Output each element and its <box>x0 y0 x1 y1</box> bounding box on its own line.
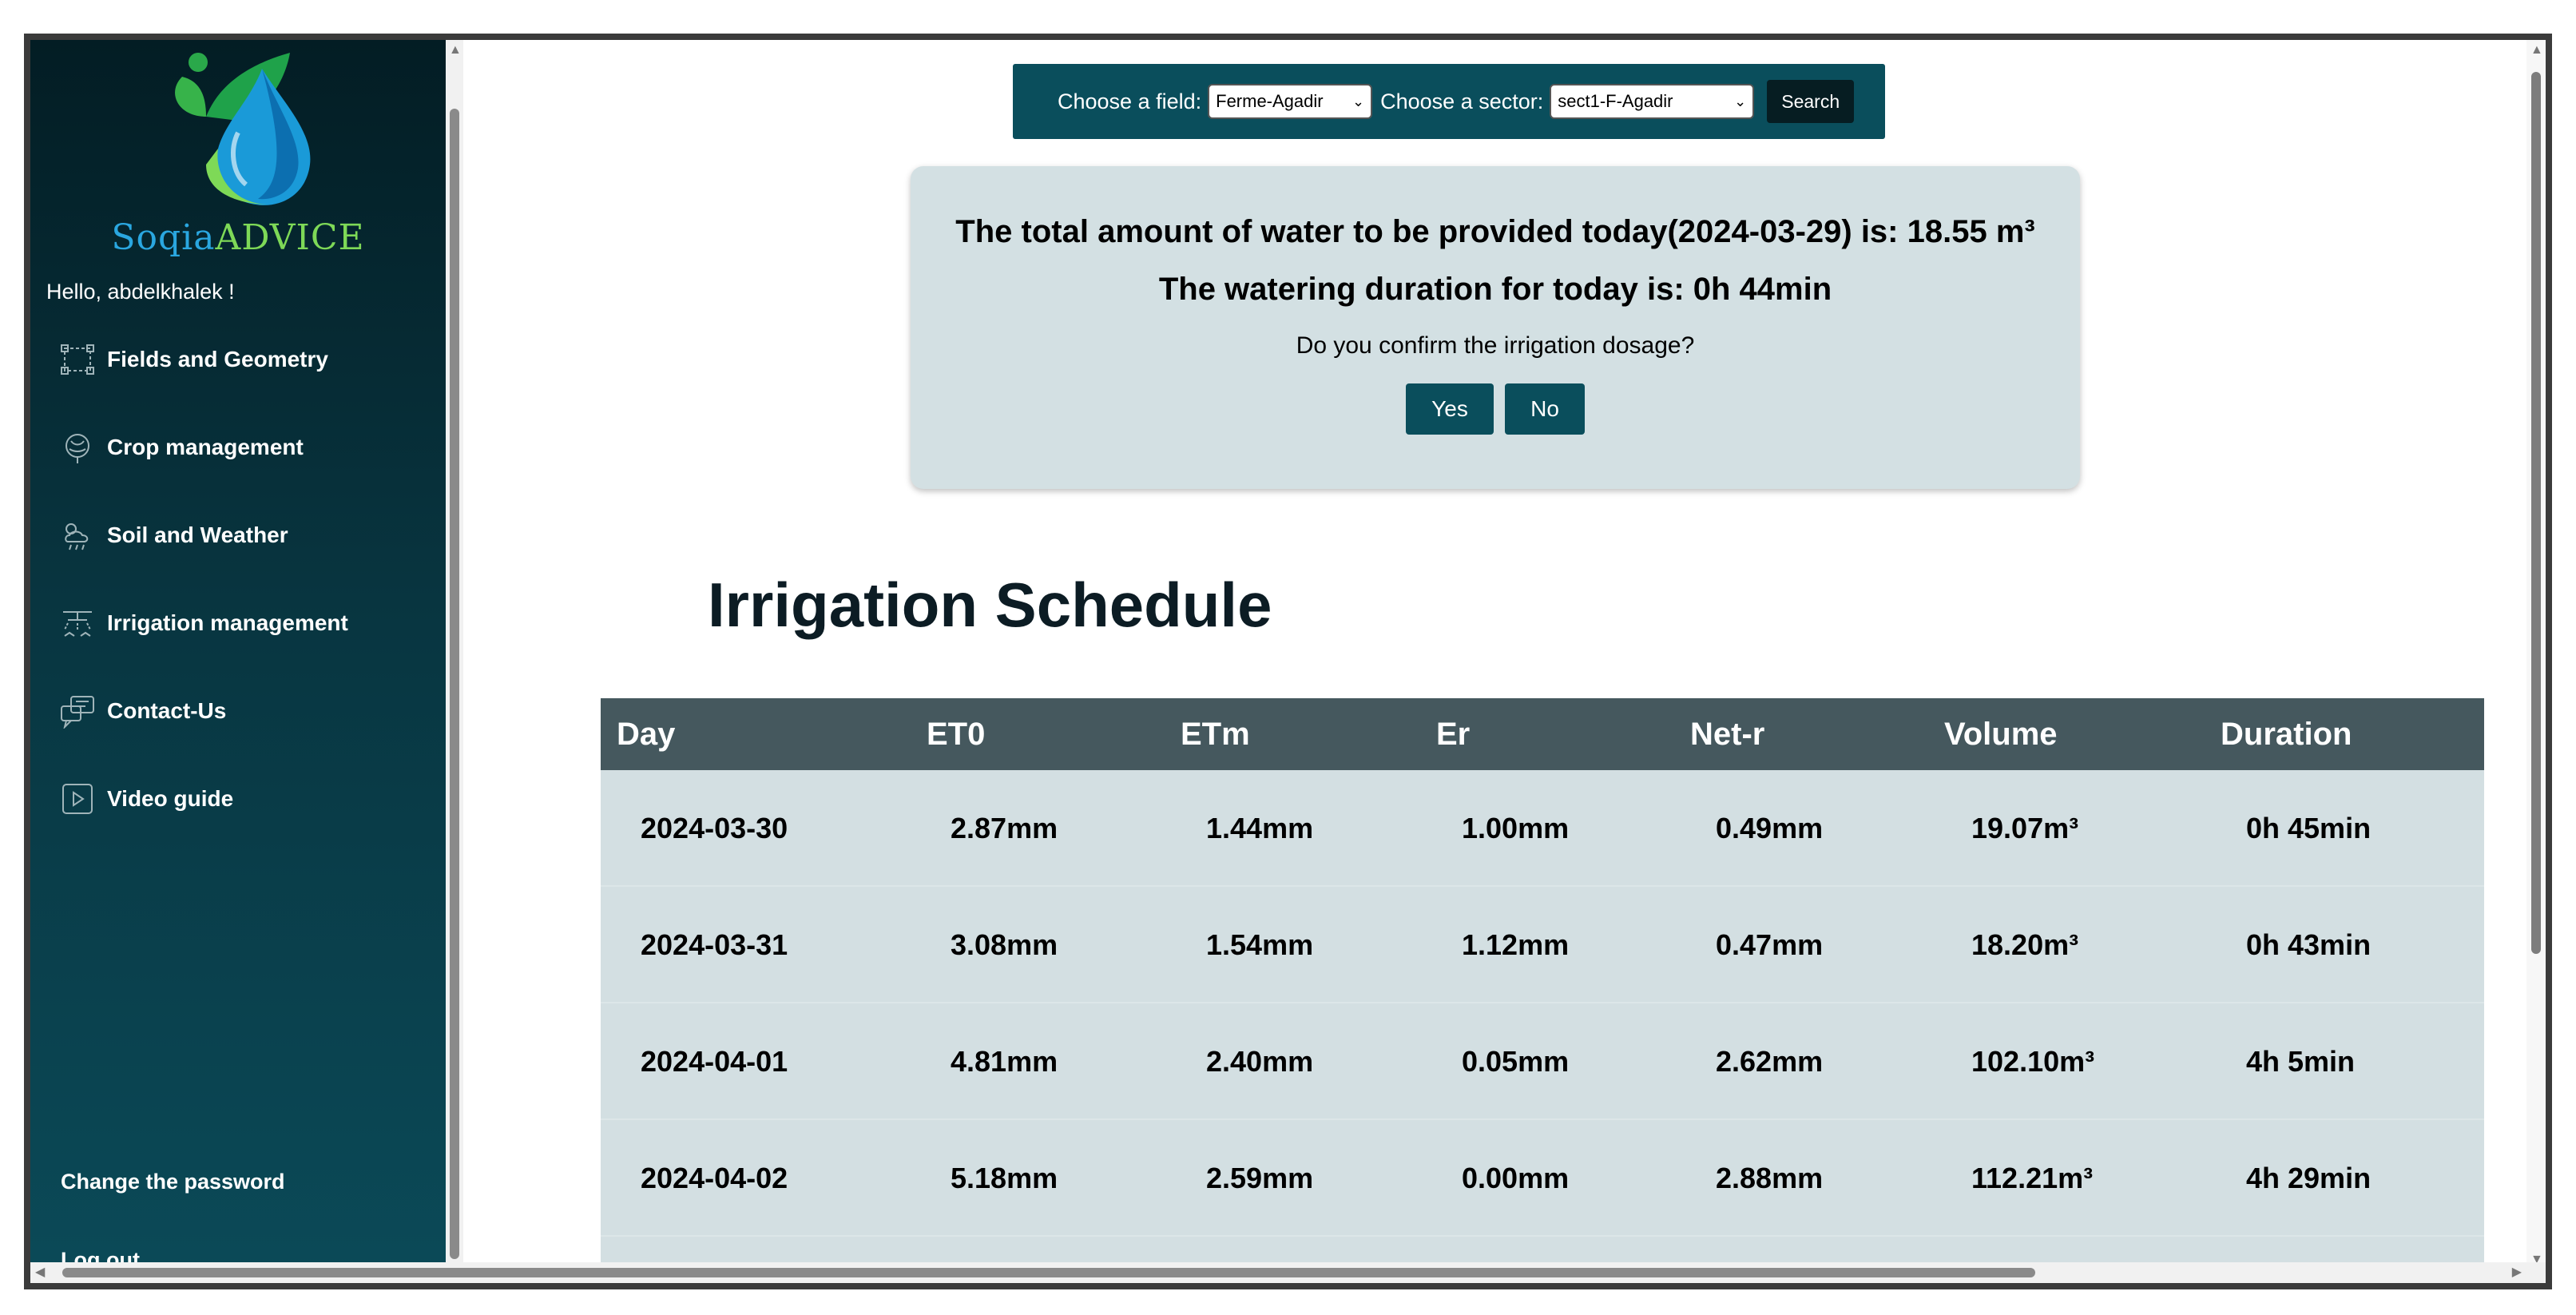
brand-part-1: Soqia <box>111 217 216 258</box>
filter-bar: Choose a field: Ferme-Agadir ⌄ Choose a … <box>1013 64 1885 139</box>
field-select-label: Choose a field: <box>1058 89 1202 113</box>
table-row: 2024-04-01 4.81mm 2.40mm 0.05mm 2.62mm 1… <box>601 1003 2484 1120</box>
column-header-etm: ETm <box>1181 716 1250 752</box>
cell-er: 1.12mm <box>1462 928 1570 961</box>
sidebar-scrollbar[interactable]: ▲ <box>446 40 463 1270</box>
cell-day: 2024-04-02 <box>641 1162 788 1194</box>
yes-button[interactable]: Yes <box>1406 383 1494 435</box>
chevron-down-icon: ⌄ <box>1352 93 1365 109</box>
page-scrollbar[interactable]: ▲ ▼ <box>2526 40 2546 1270</box>
cell-etm: 1.54mm <box>1206 928 1314 961</box>
app-window: SoqiaADVICE Hello, abdelkhalek ! Fields … <box>24 34 2552 1289</box>
sidebar-item-irrigation[interactable]: Irrigation management <box>59 599 348 647</box>
cell-volume: 19.07m³ <box>1971 812 2079 844</box>
cell-day: 2024-03-30 <box>641 812 788 844</box>
cell-et0: 2.87mm <box>951 812 1058 844</box>
sidebar-item-soil-weather[interactable]: Soil and Weather <box>59 511 288 559</box>
horizontal-scrollbar[interactable]: ◀ ▶ <box>30 1262 2546 1283</box>
cell-er: 0.00mm <box>1462 1162 1570 1194</box>
cell-duration: 0h 43min <box>2246 928 2372 961</box>
search-button[interactable]: Search <box>1767 80 1855 123</box>
table-row: 2024-04-02 5.18mm 2.59mm 0.00mm 2.88mm 1… <box>601 1120 2484 1237</box>
cell-net-r: 2.62mm <box>1716 1045 1824 1078</box>
crop-icon <box>59 429 96 466</box>
sector-select[interactable]: sect1-F-Agadir ⌄ <box>1550 84 1755 119</box>
field-select-value: Ferme-Agadir <box>1216 91 1324 111</box>
main-content: Choose a field: Ferme-Agadir ⌄ Choose a … <box>463 40 2532 1270</box>
table-header: Day ET0 ETm Er Net-r Volume Duration <box>601 698 2484 770</box>
confirm-dosage-panel: The total amount of water to be provided… <box>911 166 2080 489</box>
sector-select-label: Choose a sector: <box>1380 89 1544 113</box>
cell-et0: 5.18mm <box>951 1162 1058 1194</box>
cell-duration: 4h 5min <box>2246 1045 2356 1078</box>
irrigation-icon <box>59 605 96 642</box>
table-row: 2024-03-31 3.08mm 1.54mm 1.12mm 0.47mm 1… <box>601 887 2484 1003</box>
no-button[interactable]: No <box>1505 383 1585 435</box>
weather-icon <box>59 517 96 554</box>
brand-part-2: ADVICE <box>215 217 365 258</box>
cell-volume: 112.21m³ <box>1971 1162 2094 1194</box>
page-title: Irrigation Schedule <box>708 570 1272 640</box>
sidebar-item-video-guide[interactable]: Video guide <box>59 775 233 823</box>
sidebar: SoqiaADVICE Hello, abdelkhalek ! Fields … <box>30 40 446 1283</box>
scroll-up-icon[interactable]: ▲ <box>449 43 462 57</box>
sidebar-item-contact[interactable]: Contact-Us <box>59 687 226 735</box>
cell-duration: 0h 45min <box>2246 812 2372 844</box>
cell-etm: 2.59mm <box>1206 1162 1314 1194</box>
column-header-day: Day <box>617 716 676 752</box>
scroll-right-icon[interactable]: ▶ <box>2511 1265 2522 1279</box>
watering-duration-text: The watering duration for today is: 0h 4… <box>1158 272 1832 307</box>
field-select[interactable]: Ferme-Agadir ⌄ <box>1208 84 1373 119</box>
cell-day: 2024-03-31 <box>641 928 788 961</box>
cell-net-r: 0.47mm <box>1716 928 1824 961</box>
soqia-logo <box>150 45 342 213</box>
cell-etm: 1.44mm <box>1206 812 1314 844</box>
table-row: 2024-03-30 2.87mm 1.44mm 1.00mm 0.49mm 1… <box>601 770 2484 887</box>
cell-volume: 18.20m³ <box>1971 928 2079 961</box>
greeting: Hello, abdelkhalek ! <box>46 280 235 304</box>
sidebar-item-crop[interactable]: Crop management <box>59 423 304 471</box>
column-header-er: Er <box>1436 716 1471 752</box>
sidebar-item-label: Fields and Geometry <box>107 347 328 371</box>
scrollbar-thumb[interactable] <box>2531 72 2541 954</box>
cell-et0: 3.08mm <box>951 928 1058 961</box>
cell-net-r: 0.49mm <box>1716 812 1824 844</box>
sidebar-item-label: Crop management <box>107 435 304 459</box>
cell-volume: 102.10m³ <box>1971 1045 2095 1078</box>
cell-et0: 4.81mm <box>951 1045 1058 1078</box>
chat-icon <box>59 693 96 729</box>
column-header-duration: Duration <box>2221 716 2352 752</box>
scrollbar-thumb[interactable] <box>450 109 459 1259</box>
play-icon <box>59 781 96 817</box>
scroll-up-icon[interactable]: ▲ <box>2530 43 2543 57</box>
sidebar-item-label: Contact-Us <box>107 698 227 723</box>
scroll-left-icon[interactable]: ◀ <box>35 1265 46 1279</box>
column-header-volume: Volume <box>1944 716 2058 752</box>
cell-duration: 4h 29min <box>2246 1162 2372 1194</box>
field-geometry-icon <box>59 341 96 378</box>
scrollbar-thumb[interactable] <box>62 1268 2035 1277</box>
confirm-question: Do you confirm the irrigation dosage? <box>1296 332 1695 359</box>
cell-day: 2024-04-01 <box>641 1045 788 1078</box>
cell-net-r: 2.88mm <box>1716 1162 1824 1194</box>
total-water-text: The total amount of water to be provided… <box>955 214 2035 249</box>
cell-er: 1.00mm <box>1462 812 1570 844</box>
chevron-down-icon: ⌄ <box>1734 93 1747 109</box>
sidebar-item-fields[interactable]: Fields and Geometry <box>59 336 328 383</box>
sidebar-item-label: Irrigation management <box>107 610 348 635</box>
cell-er: 0.05mm <box>1462 1045 1570 1078</box>
sidebar-item-label: Soil and Weather <box>107 522 288 547</box>
sidebar-item-label: Video guide <box>107 786 234 811</box>
cell-etm: 2.40mm <box>1206 1045 1314 1078</box>
change-password-link[interactable]: Change the password <box>61 1170 285 1194</box>
irrigation-schedule-table: Day ET0 ETm Er Net-r Volume Duration 202… <box>601 698 2484 1269</box>
brand-name: SoqiaADVICE <box>30 217 446 258</box>
sector-select-value: sect1-F-Agadir <box>1558 91 1673 111</box>
column-header-net-r: Net-r <box>1690 716 1765 752</box>
column-header-et0: ET0 <box>927 716 986 752</box>
